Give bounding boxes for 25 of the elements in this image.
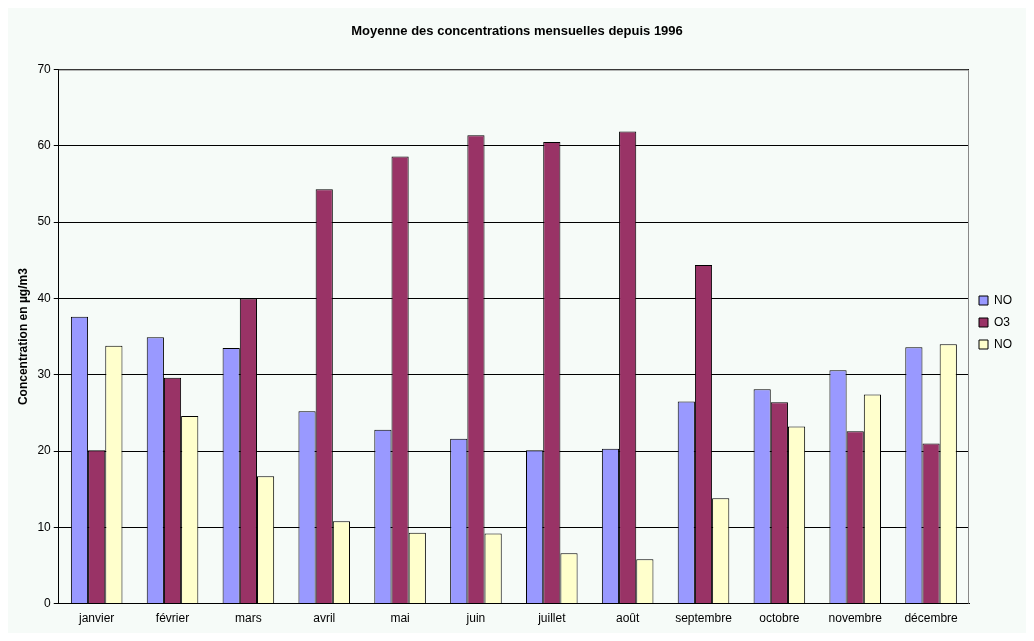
x-tick-label: février xyxy=(155,611,190,626)
chart-title: Moyenne des concentrations mensuelles depuis 1996 xyxy=(351,23,683,39)
y-tick-label: 70 xyxy=(37,61,52,76)
x-tick-label: octobre xyxy=(759,611,800,626)
x-tick-label: juin xyxy=(465,611,486,626)
legend-label: O3 xyxy=(994,314,1011,329)
x-tick-label: novembre xyxy=(828,611,883,626)
x-tick-label: janvier xyxy=(78,611,115,626)
x-tick-label: mai xyxy=(390,611,410,626)
y-axis-title: Concentration en µg/m3 xyxy=(15,267,30,406)
x-tick-label: septembre xyxy=(675,611,733,626)
y-tick-label: 40 xyxy=(37,290,52,305)
x-tick-label: décembre xyxy=(904,611,959,626)
legend-label: NO xyxy=(994,336,1012,351)
x-tick-label: juillet xyxy=(537,611,567,626)
y-tick-label: 0 xyxy=(44,595,52,610)
legend-label: NO xyxy=(994,292,1012,307)
y-tick-label: 10 xyxy=(37,519,52,534)
x-tick-label: avril xyxy=(313,611,336,626)
x-tick-label: août xyxy=(615,611,640,626)
x-tick-label: mars xyxy=(235,611,262,626)
y-tick-label: 30 xyxy=(37,367,52,382)
y-tick-label: 50 xyxy=(37,214,52,229)
y-tick-label: 60 xyxy=(37,138,52,153)
y-tick-label: 20 xyxy=(37,443,52,458)
